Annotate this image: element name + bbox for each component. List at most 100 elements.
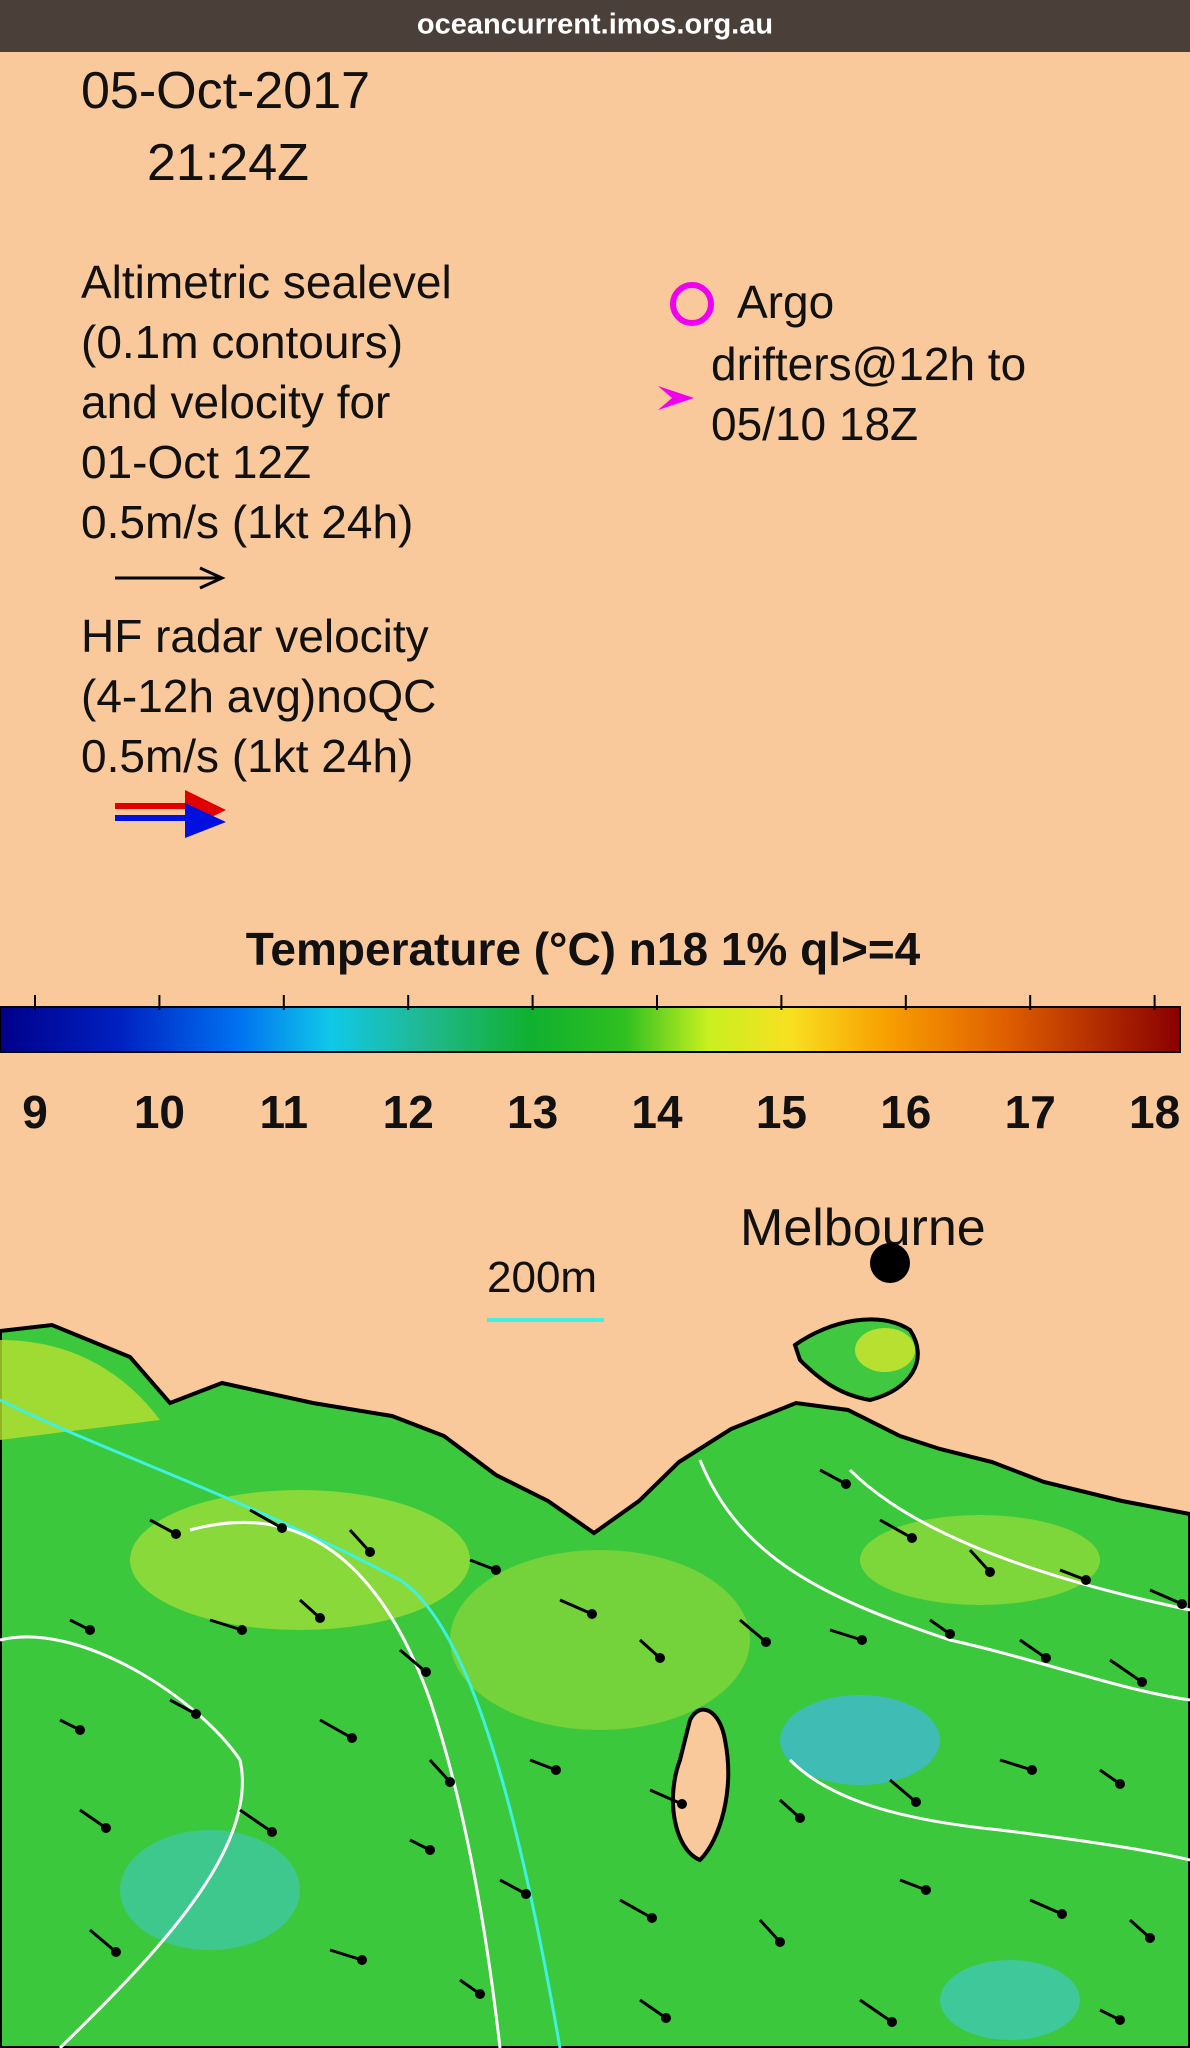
vector-head	[85, 1625, 95, 1635]
vector-head	[357, 1955, 367, 1965]
vector-head	[101, 1823, 111, 1833]
vector-head	[475, 1989, 485, 1999]
vector-head	[1177, 1599, 1187, 1609]
velocity-vector	[739, 1618, 767, 1644]
vector-head	[277, 1523, 287, 1533]
vector-head	[491, 1565, 501, 1575]
hf-arrow-red	[115, 803, 210, 809]
velocity-vector	[319, 1718, 353, 1740]
city-label: Melbourne	[740, 1199, 986, 1257]
hf-arrowhead-blue	[185, 803, 226, 838]
drifter-legend: drifters@12h to 05/10 18Z	[711, 338, 1026, 450]
velocity-vector	[209, 1618, 243, 1632]
velocity-vector	[559, 1598, 593, 1616]
velocity-vector	[79, 1808, 107, 1830]
velocity-vector	[239, 1808, 273, 1834]
colorbar-tick-label: 14	[631, 1086, 683, 1138]
legend-line: 0.5m/s (1kt 24h)	[81, 730, 413, 782]
legend-line: HF radar velocity	[81, 610, 429, 662]
legend-line: (4-12h avg)noQC	[81, 670, 436, 722]
colorbar-tick-label: 12	[383, 1086, 434, 1138]
warm-patch	[450, 1550, 750, 1730]
velocity-vector	[89, 1928, 117, 1954]
vector-head	[945, 1629, 955, 1639]
colorbar-tick-label: 10	[134, 1086, 185, 1138]
velocity-vector	[1109, 1658, 1143, 1684]
colorbar-tick-label: 18	[1129, 1086, 1180, 1138]
ssh-contour	[788, 1758, 1190, 1862]
time: 21:24Z	[147, 134, 309, 192]
vector-head	[111, 1947, 121, 1957]
colorbar-tick-label: 17	[1005, 1086, 1056, 1138]
vector-head	[775, 1937, 785, 1947]
vector-head	[267, 1827, 277, 1837]
warm-patch	[0, 1340, 160, 1440]
colorbar-tick-label: 9	[22, 1086, 48, 1138]
vector-head	[857, 1635, 867, 1645]
vector-head	[75, 1725, 85, 1735]
cool-patch	[940, 1960, 1080, 2040]
vector-head	[365, 1547, 375, 1557]
vector-head	[551, 1765, 561, 1775]
contour-label: 200m	[487, 1253, 597, 1302]
velocity-vector	[1019, 1638, 1047, 1660]
vector-head	[315, 1613, 325, 1623]
vector-head	[1115, 1779, 1125, 1789]
vector-head	[661, 2013, 671, 2023]
ssh-contour	[698, 1459, 1190, 1702]
vector-head	[445, 1777, 455, 1787]
legend-line: (0.1m contours)	[81, 316, 403, 368]
cool-patch	[780, 1695, 940, 1785]
velocity-vector	[1149, 1588, 1183, 1606]
url-bar[interactable]	[0, 0, 1190, 52]
altimetry-legend: Altimetric sealevel (0.1m contours) and ve…	[81, 256, 452, 548]
vector-head	[1057, 1909, 1067, 1919]
vector-head	[1137, 1677, 1147, 1687]
vector-head	[921, 1885, 931, 1895]
vector-head	[421, 1667, 431, 1677]
legend-line: 0.5m/s (1kt 24h)	[81, 496, 413, 548]
ssh-contour	[848, 1468, 1190, 1612]
vector-head	[907, 1533, 917, 1543]
hf-legend: HF radar velocity (4-12h avg)noQC 0.5m/s (…	[81, 610, 436, 782]
legend-line: 01-Oct 12Z	[81, 436, 311, 488]
vector-head	[587, 1609, 597, 1619]
vector-head	[1041, 1653, 1051, 1663]
vector-head	[647, 1913, 657, 1923]
velocity-vector	[829, 1628, 863, 1642]
vector-head	[911, 1797, 921, 1807]
vector-head	[347, 1733, 357, 1743]
vector-head	[425, 1845, 435, 1855]
vector-head	[985, 1567, 995, 1577]
vector-head	[171, 1529, 181, 1539]
warm-patch	[855, 1328, 915, 1372]
velocity-vector	[889, 1778, 917, 1804]
legend-line: 05/10 18Z	[711, 398, 918, 450]
velocity-vectors	[59, 1468, 1187, 2027]
colorbar-ticks: 9 10 11 12 13 14 15 16 17 18	[22, 995, 1180, 1138]
vector-head	[1027, 1765, 1037, 1775]
vector-head	[1115, 2015, 1125, 2025]
drifter-symbol	[658, 386, 694, 410]
vector-head	[1081, 1575, 1091, 1585]
vector-head	[655, 1653, 665, 1663]
url[interactable]: oceancurrent.imos.org.au	[417, 9, 773, 41]
argo-label: Argo	[737, 276, 834, 328]
velocity-vector	[249, 1508, 283, 1530]
vector-head	[191, 1709, 201, 1719]
vector-head	[1145, 1933, 1155, 1943]
warm-patch	[130, 1490, 470, 1630]
hf-arrow-blue	[115, 815, 210, 821]
velocity-vector	[1029, 1898, 1063, 1916]
velocity-vector	[639, 1998, 667, 2020]
legend-line: and velocity for	[81, 376, 390, 428]
argo-symbol	[670, 282, 714, 326]
colorbar-tick-label: 13	[507, 1086, 558, 1138]
island	[671, 1707, 731, 1863]
altimetry-arrowhead	[199, 566, 226, 590]
velocity-vector	[999, 1758, 1033, 1772]
colorbar-title: Temperature (°C) n18 1% ql>=4	[246, 923, 921, 975]
colorbar-tick-label: 16	[880, 1086, 931, 1138]
velocity-vector	[859, 1998, 893, 2024]
